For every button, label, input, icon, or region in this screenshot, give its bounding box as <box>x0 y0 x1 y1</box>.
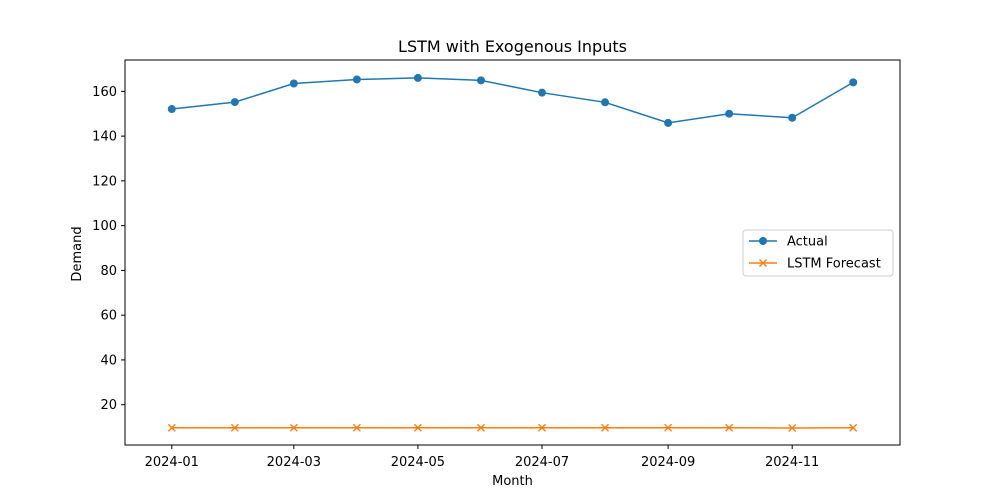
data-point <box>476 423 485 432</box>
x-tick-label: 2024-09 <box>641 455 695 470</box>
data-point <box>537 88 546 97</box>
marker-stroke <box>352 423 361 432</box>
y-tick-label: 60 <box>100 309 117 324</box>
legend-label: Actual <box>787 235 828 250</box>
marker-stroke <box>849 423 858 432</box>
data-point <box>664 423 673 432</box>
legend-marker <box>759 259 767 267</box>
y-tick-label: 40 <box>100 353 117 368</box>
legend-label: LSTM Forecast <box>787 257 881 272</box>
y-tick-label: 120 <box>92 174 117 189</box>
data-point <box>352 423 361 432</box>
data-point <box>849 78 858 87</box>
data-point <box>725 423 734 432</box>
legend: Actual LSTM Forecast <box>742 229 894 277</box>
marker-stroke <box>664 423 673 432</box>
marker-stroke <box>788 423 797 432</box>
marker-stroke <box>725 423 734 432</box>
chart-title: LSTM with Exogenous Inputs <box>398 37 627 56</box>
data-point <box>413 73 422 82</box>
data-point <box>601 423 610 432</box>
data-point <box>725 109 734 118</box>
marker-stroke <box>413 423 422 432</box>
legend-box <box>742 229 894 277</box>
data-point <box>476 76 485 85</box>
marker-stroke <box>289 423 298 432</box>
marker-stroke <box>759 259 767 267</box>
marker-stroke <box>476 423 485 432</box>
y-axis-label: Demand <box>70 226 85 281</box>
data-point <box>289 423 298 432</box>
x-tick-label: 2024-11 <box>765 455 819 470</box>
data-point <box>230 423 239 432</box>
y-tick-label: 80 <box>100 264 117 279</box>
y-tick-label: 140 <box>92 130 117 145</box>
data-point <box>788 423 797 432</box>
data-point <box>230 98 239 107</box>
y-tick-label: 160 <box>92 85 117 100</box>
axes-frame <box>124 59 901 446</box>
y-tick-label: 20 <box>100 398 117 413</box>
axes: 20 40 60 80 100 120 140 160 2024-01 2024-03 2024-0… <box>92 59 901 470</box>
legend-marker <box>759 237 767 245</box>
data-point <box>413 423 422 432</box>
marker-stroke <box>230 423 239 432</box>
x-axis-label: Month <box>492 474 533 489</box>
data-point <box>849 423 858 432</box>
data-point <box>601 98 610 107</box>
series-line-0 <box>171 77 854 124</box>
y-tick-label: 100 <box>92 219 117 234</box>
marker-stroke <box>537 423 546 432</box>
x-tick-label: 2024-07 <box>515 455 569 470</box>
x-tick-label: 2024-01 <box>145 455 199 470</box>
data-point <box>788 113 797 122</box>
data-point <box>289 79 298 88</box>
x-tick-label: 2024-03 <box>267 455 321 470</box>
data-point <box>167 105 176 114</box>
data-point <box>664 118 673 127</box>
data-point <box>537 423 546 432</box>
data-point <box>352 75 361 84</box>
data-point <box>167 423 176 432</box>
marker-stroke <box>167 423 176 432</box>
plot-area <box>167 73 858 432</box>
marker-stroke <box>601 423 610 432</box>
x-tick-label: 2024-05 <box>391 455 445 470</box>
